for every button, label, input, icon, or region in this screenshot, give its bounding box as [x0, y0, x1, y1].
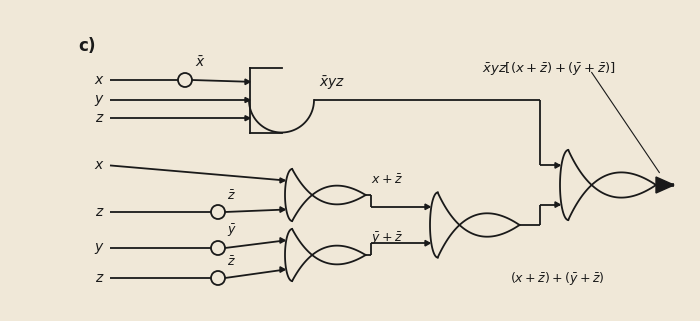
- Polygon shape: [280, 238, 285, 243]
- Text: $\bar{x}yz[(x + \bar{z}) + (\bar{y} + \bar{z})]$: $\bar{x}yz[(x + \bar{z}) + (\bar{y} + \b…: [482, 60, 615, 77]
- Polygon shape: [425, 204, 430, 210]
- Text: $\bar{z}$: $\bar{z}$: [227, 256, 236, 269]
- Text: $\bar{x}yz$: $\bar{x}yz$: [319, 74, 345, 92]
- Polygon shape: [656, 177, 674, 193]
- Polygon shape: [555, 202, 560, 207]
- Text: $\bar{y}$: $\bar{y}$: [227, 222, 237, 239]
- Text: $z$: $z$: [95, 111, 105, 125]
- Polygon shape: [425, 240, 430, 246]
- Polygon shape: [280, 267, 285, 272]
- Text: $\bar{y} + \bar{z}$: $\bar{y} + \bar{z}$: [370, 230, 402, 247]
- Text: $z$: $z$: [95, 271, 105, 285]
- Polygon shape: [555, 163, 560, 168]
- Text: $y$: $y$: [94, 92, 105, 108]
- Text: $x$: $x$: [94, 73, 105, 87]
- Text: $x + \bar{z}$: $x + \bar{z}$: [370, 173, 402, 187]
- Text: $(x + \bar{z}) + (\bar{y} + \bar{z})$: $(x + \bar{z}) + (\bar{y} + \bar{z})$: [510, 270, 604, 287]
- Text: $z$: $z$: [95, 205, 105, 219]
- Text: $\mathbf{c)}$: $\mathbf{c)}$: [78, 35, 96, 55]
- Text: $\bar{z}$: $\bar{z}$: [227, 189, 236, 203]
- Text: $\bar{x}$: $\bar{x}$: [195, 55, 206, 70]
- Polygon shape: [245, 116, 250, 121]
- Polygon shape: [245, 98, 250, 102]
- Polygon shape: [280, 178, 285, 183]
- Text: $x$: $x$: [94, 159, 105, 172]
- Text: $y$: $y$: [94, 240, 105, 256]
- Polygon shape: [245, 79, 250, 84]
- Polygon shape: [280, 207, 285, 212]
